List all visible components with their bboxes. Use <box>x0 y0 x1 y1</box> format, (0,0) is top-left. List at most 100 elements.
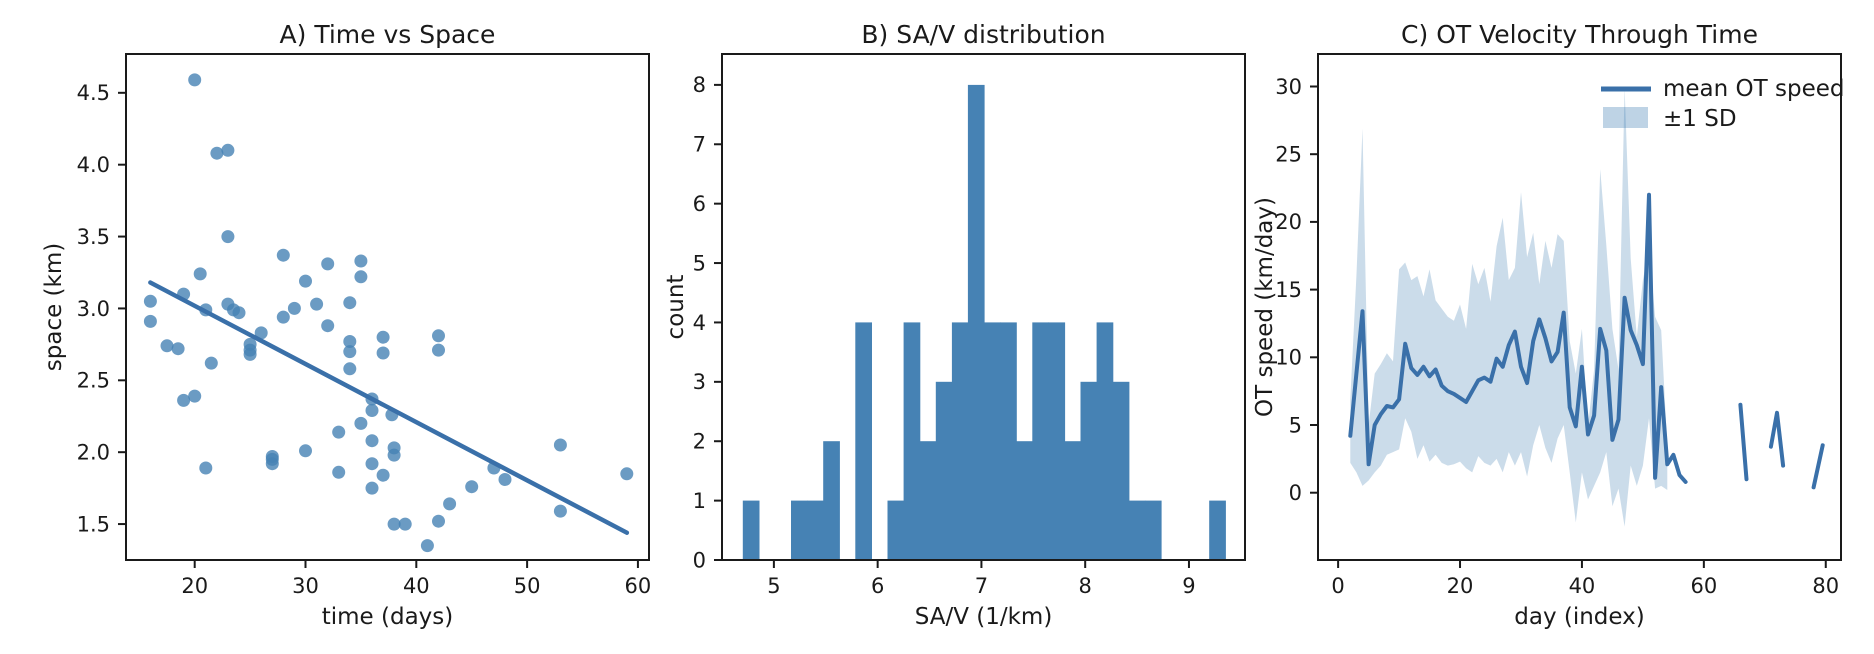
scatter-point <box>376 468 390 482</box>
histogram-bar <box>1128 500 1146 560</box>
scatter-point <box>321 257 335 271</box>
x-tick-label: 80 <box>1812 574 1839 598</box>
scatter-point <box>221 230 235 244</box>
scatter-point <box>376 330 390 344</box>
panel-c-xlabel: day (index) <box>1514 604 1645 630</box>
scatter-point <box>232 306 246 320</box>
y-tick-label: 6 <box>693 192 706 216</box>
scatter-point <box>343 296 357 310</box>
histogram-bar <box>855 322 872 560</box>
histogram-bar <box>887 500 905 560</box>
y-tick-label: 1.5 <box>77 512 110 536</box>
scatter-point <box>365 457 379 471</box>
scatter-point <box>143 314 157 328</box>
scatter-point <box>365 404 379 417</box>
panel-a-xlabel: time (days) <box>321 604 454 630</box>
histogram-bar <box>1209 500 1226 560</box>
panel-b-ylabel: count <box>663 274 689 340</box>
legend-label-mean-ot-speed: mean OT speed <box>1663 76 1845 102</box>
x-tick-label: 9 <box>1182 574 1195 598</box>
scatter-point <box>432 514 445 528</box>
panel-b-title: B) SA/V distribution <box>861 20 1106 49</box>
y-tick-label: 4.0 <box>77 153 110 177</box>
histogram-bar <box>1032 322 1049 560</box>
scatter-point <box>276 310 290 324</box>
scatter-point <box>354 254 368 268</box>
y-tick-label: 2 <box>693 430 706 454</box>
y-tick-label: 5 <box>1289 413 1302 437</box>
scatter-point <box>365 434 379 448</box>
scatter-point <box>199 461 213 475</box>
histogram-bar <box>1096 322 1114 560</box>
scatter-point <box>387 448 401 462</box>
scatter-point <box>171 342 185 356</box>
histogram-bar <box>967 84 985 561</box>
scatter-point <box>332 465 346 479</box>
scatter-point <box>204 356 218 370</box>
scatter-point <box>160 339 174 353</box>
scatter-point <box>188 389 202 403</box>
scatter-point <box>243 347 257 361</box>
scatter-point <box>299 444 312 458</box>
axes-A-spines <box>125 53 650 561</box>
y-tick-label: 15 <box>1275 278 1302 302</box>
histogram-bar <box>984 322 1001 560</box>
x-tick-label: 20 <box>1447 574 1474 598</box>
histogram-bar <box>1144 500 1162 560</box>
histogram-bar <box>823 441 840 560</box>
scatter-point <box>193 267 207 281</box>
y-tick-label: 4 <box>693 311 706 335</box>
x-tick-label: 40 <box>403 574 430 598</box>
scatter-point <box>420 539 434 553</box>
scatter-point <box>343 345 357 359</box>
legend-label-plus-minus-1-sd: ±1 SD <box>1663 106 1737 132</box>
x-tick-label: 5 <box>767 574 780 598</box>
scatter-point <box>276 248 290 262</box>
histogram-bar <box>919 441 937 560</box>
scatter-point <box>376 346 390 360</box>
trend-line <box>148 280 630 535</box>
scatter-point <box>443 497 457 511</box>
y-tick-label: 2.5 <box>77 369 110 393</box>
y-tick-label: 3 <box>693 370 706 394</box>
scatter-point <box>177 393 191 407</box>
scatter-point <box>265 457 279 471</box>
y-tick-label: 1 <box>693 489 706 513</box>
scatter-point <box>254 326 268 340</box>
panel-a-title: A) Time vs Space <box>279 20 496 49</box>
panel-c-title: C) OT Velocity Through Time <box>1401 20 1758 49</box>
x-tick-label: 50 <box>514 574 541 598</box>
x-tick-label: 60 <box>625 574 652 598</box>
y-tick-label: 30 <box>1275 75 1302 99</box>
sd-band <box>1350 87 1668 527</box>
scatter-point <box>287 301 301 315</box>
scatter-point <box>553 504 567 518</box>
histogram-bar <box>903 322 921 560</box>
histogram-bar <box>1000 322 1017 560</box>
scatter-point <box>321 319 335 333</box>
scatter-point <box>620 467 634 481</box>
y-tick-label: 25 <box>1275 143 1302 167</box>
scatter-point <box>398 517 412 531</box>
scatter-point <box>354 270 368 284</box>
y-tick-label: 3.5 <box>77 225 110 249</box>
histogram-bar <box>791 500 808 560</box>
mean-ot-speed-line <box>1348 192 1688 484</box>
mean-ot-speed-line <box>1768 410 1786 468</box>
x-tick-label: 20 <box>181 574 208 598</box>
histogram-bar <box>935 381 953 560</box>
histogram-bar <box>1080 381 1098 560</box>
mean-ot-speed-line <box>1738 402 1749 482</box>
y-tick-label: 8 <box>693 73 706 97</box>
y-tick-label: 0 <box>693 548 706 572</box>
scatter-point <box>343 362 357 376</box>
scatter-point <box>221 143 235 157</box>
scatter-point <box>354 416 368 430</box>
scatter-point <box>553 438 567 452</box>
scatter-point <box>365 481 379 495</box>
y-tick-label: 20 <box>1275 210 1302 234</box>
mean-ot-speed-line <box>1811 443 1825 490</box>
y-tick-label: 3.0 <box>77 297 110 321</box>
